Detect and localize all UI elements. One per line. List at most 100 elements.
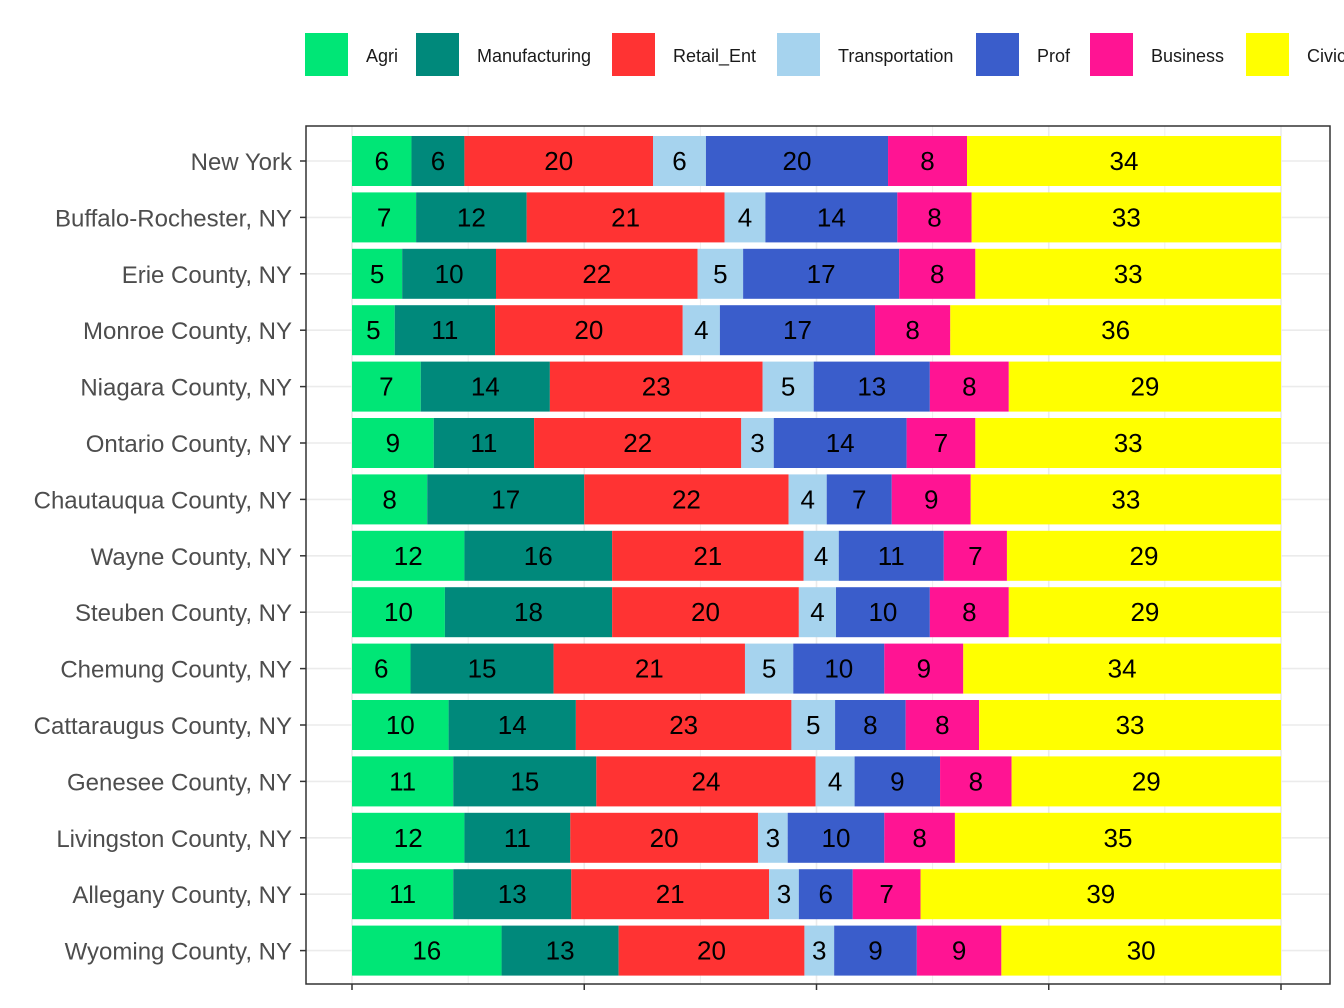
data-label-retail-ent: 20 bbox=[691, 597, 720, 627]
bar-row-erie-county-ny: 5 10 22 5 17 8 33 bbox=[352, 248, 1281, 299]
data-label-manufacturing: 6 bbox=[431, 146, 445, 176]
bar-segment-business bbox=[905, 700, 980, 750]
data-label-civic: 33 bbox=[1114, 259, 1143, 289]
data-label-manufacturing: 15 bbox=[510, 766, 539, 796]
legend-label: Business bbox=[1151, 46, 1224, 66]
bar-segment-agri bbox=[352, 756, 454, 807]
data-label-agri: 11 bbox=[389, 879, 416, 909]
legend-key bbox=[777, 33, 820, 76]
bar-segment-agri bbox=[352, 192, 417, 243]
data-label-civic: 33 bbox=[1114, 428, 1143, 458]
data-label-prof: 17 bbox=[807, 259, 836, 289]
legend-label: Civic bbox=[1307, 46, 1344, 66]
y-tick-label: Livingston County, NY bbox=[56, 826, 292, 853]
bar-segment-business bbox=[891, 474, 971, 525]
y-tick-label: Niagara County, NY bbox=[80, 375, 292, 402]
bar-row-monroe-county-ny: 5 11 20 4 17 8 36 bbox=[352, 305, 1281, 356]
bar-segment-manufacturing bbox=[416, 192, 527, 243]
data-label-agri: 11 bbox=[389, 766, 416, 796]
bar-row-niagara-county-ny: 7 14 23 5 13 8 29 bbox=[352, 361, 1281, 412]
bar-segment-transportation bbox=[798, 587, 837, 638]
y-tick-label: Monroe County, NY bbox=[83, 318, 292, 345]
bar-segment-manufacturing bbox=[410, 643, 554, 694]
legend-key bbox=[612, 33, 655, 76]
bar-segment-retail-ent bbox=[596, 756, 816, 807]
bar-row-wyoming-county-ny: 16 13 20 3 9 9 30 bbox=[352, 925, 1281, 976]
bar-segment-prof bbox=[787, 812, 885, 863]
bar-segment-prof bbox=[826, 474, 892, 525]
bar-segment-manufacturing bbox=[448, 700, 576, 750]
data-label-civic: 34 bbox=[1110, 146, 1139, 176]
bar-segment-retail-ent bbox=[495, 305, 683, 356]
data-label-manufacturing: 10 bbox=[435, 259, 464, 289]
data-label-manufacturing: 14 bbox=[471, 372, 500, 402]
bars: 6 6 20 6 20 8 347 12 21 4 14 8 335 10 22 5 17 8 335 11 20 4 17… bbox=[352, 136, 1281, 976]
bar-segment-civic bbox=[971, 192, 1281, 243]
bar-segment-business bbox=[875, 305, 951, 356]
data-label-manufacturing: 11 bbox=[504, 823, 531, 853]
y-tick-label: Chautauqua County, NY bbox=[34, 487, 292, 514]
bar-segment-civic bbox=[1008, 361, 1281, 412]
data-label-prof: 10 bbox=[822, 823, 851, 853]
data-label-agri: 8 bbox=[382, 484, 396, 514]
data-label-transportation: 3 bbox=[750, 428, 764, 458]
data-label-transportation: 5 bbox=[781, 372, 795, 402]
bar-segment-civic bbox=[975, 418, 1281, 468]
bar-segment-transportation bbox=[803, 530, 839, 581]
y-tick-label: Ontario County, NY bbox=[86, 431, 292, 458]
data-label-business: 8 bbox=[927, 202, 941, 232]
y-tick-label: Genesee County, NY bbox=[67, 769, 292, 796]
data-label-transportation: 3 bbox=[812, 936, 826, 966]
bar-segment-retail-ent bbox=[618, 925, 805, 976]
y-tick-label: Cattaraugus County, NY bbox=[34, 713, 292, 740]
bar-segment-prof bbox=[743, 248, 900, 299]
data-label-agri: 10 bbox=[384, 597, 413, 627]
bar-segment-business bbox=[940, 756, 1012, 807]
data-label-transportation: 5 bbox=[806, 710, 820, 740]
data-label-manufacturing: 16 bbox=[524, 541, 553, 571]
bar-segment-manufacturing bbox=[464, 530, 613, 581]
data-label-business: 8 bbox=[969, 766, 983, 796]
bar-segment-retail-ent bbox=[553, 643, 745, 694]
bar-segment-prof bbox=[836, 587, 930, 638]
data-label-prof: 7 bbox=[852, 484, 866, 514]
bar-segment-prof bbox=[765, 192, 898, 243]
bar-row-cattaraugus-county-ny: 10 14 23 5 8 8 33 bbox=[352, 700, 1281, 750]
bar-segment-transportation bbox=[762, 361, 814, 412]
legend-item-agri: Agri bbox=[305, 33, 398, 76]
bar-row-allegany-county-ny: 11 13 21 3 6 7 39 bbox=[352, 869, 1281, 920]
data-label-business: 9 bbox=[952, 936, 966, 966]
bar-segment-agri bbox=[352, 587, 445, 638]
data-label-civic: 33 bbox=[1116, 710, 1145, 740]
data-label-retail-ent: 22 bbox=[582, 259, 611, 289]
bar-segment-transportation bbox=[744, 643, 794, 694]
bar-row-ontario-county-ny: 9 11 22 3 14 7 33 bbox=[352, 418, 1281, 468]
data-label-agri: 5 bbox=[370, 259, 384, 289]
data-label-agri: 9 bbox=[386, 428, 400, 458]
data-label-manufacturing: 12 bbox=[457, 202, 486, 232]
data-label-prof: 9 bbox=[890, 766, 904, 796]
data-label-civic: 29 bbox=[1130, 597, 1159, 627]
data-label-agri: 6 bbox=[374, 146, 388, 176]
bar-segment-prof bbox=[773, 418, 907, 468]
data-label-civic: 34 bbox=[1108, 654, 1137, 684]
data-label-retail-ent: 21 bbox=[656, 879, 685, 909]
data-label-transportation: 4 bbox=[738, 202, 752, 232]
bar-segment-civic bbox=[1001, 925, 1281, 976]
bar-segment-retail-ent bbox=[464, 136, 653, 186]
bar-segment-agri bbox=[352, 136, 412, 186]
bar-segment-agri bbox=[352, 925, 502, 976]
legend-label: Retail_Ent bbox=[673, 46, 756, 67]
y-tick-label: Steuben County, NY bbox=[75, 600, 292, 627]
bar-segment-manufacturing bbox=[433, 418, 535, 468]
legend-item-retail-ent: Retail_Ent bbox=[612, 33, 756, 76]
bar-segment-manufacturing bbox=[427, 474, 585, 525]
bar-segment-retail-ent bbox=[575, 700, 792, 750]
bar-segment-transportation bbox=[724, 192, 766, 243]
data-label-business: 7 bbox=[968, 541, 982, 571]
bar-segment-retail-ent bbox=[534, 418, 742, 468]
bar-segment-civic bbox=[1008, 587, 1281, 638]
data-label-business: 7 bbox=[934, 428, 948, 458]
data-label-agri: 12 bbox=[394, 541, 423, 571]
